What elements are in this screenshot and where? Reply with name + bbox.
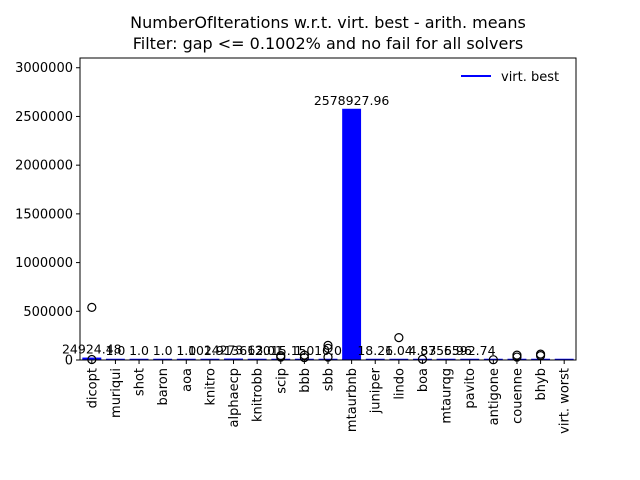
x-tick-label: baron [156,368,171,405]
bar-mtaurbnb [342,108,362,360]
x-tick-label: sbb [322,368,337,391]
x-tick-label: scip [274,368,289,394]
bar-value-label: 1.0 [294,343,314,358]
bar-value-label: 1.0 [176,343,196,358]
bar-value-label: 1.0 [129,343,149,358]
x-tick-label: alphaecp [227,368,242,427]
x-tick-label: virt. worst [558,368,573,434]
x-tick-label: lindo [392,368,407,400]
x-tick-label: knitro [203,368,218,406]
y-tick-label: 1000000 [15,256,73,271]
x-tick-label: pavito [463,368,478,409]
chart-title-line-2: Filter: gap <= 0.1002% and no fail for a… [133,34,523,53]
bar-value-label: 4.53 [409,343,437,358]
x-tick-label: shot [133,368,148,396]
outlier-point [87,302,97,312]
x-tick-label: knitrobb [251,368,266,422]
bar-value-label: 3612.01 [231,343,283,358]
x-tick-label: muriqui [109,368,124,418]
outlier-point [299,350,309,360]
chart-title-line-1: NumberOfIterations w.r.t. virt. best - a… [130,13,526,32]
bar-value-label: 1.0 [105,343,125,358]
x-tick-label: juniper [369,367,384,414]
x-tick-label: bbb [298,368,313,393]
bar-value-label: 2015.15 [255,343,307,358]
x-tick-label: boa [416,368,431,392]
bar-value-label: 10.0 [314,343,342,358]
outlier-point [323,343,333,353]
x-tick-label: mtaurqg [440,368,455,424]
bar-value-label: 102.91 [188,343,232,358]
outlier-point [323,340,333,350]
y-tick-label: 1500000 [15,207,73,222]
y-tick-label: 500000 [23,305,73,320]
bar-value-label: 14273.63 [204,343,264,358]
x-tick-label: bhyb [534,368,549,400]
legend: virt. best [461,70,559,85]
plot-area: 0 500000 1000000 1500000 2000000 2500000 30000… [15,61,574,434]
x-tick-label: dicopt [85,368,100,408]
bar-value-label: 6592.74 [444,343,496,358]
bar-value-label: 1.04 [385,343,413,358]
outlier-point [394,332,404,343]
y-tick-label: 2000000 [15,159,73,174]
bar-value-label: 8755.96 [420,343,472,358]
axes-frame [79,57,577,361]
bar-value-label: 24924.48 [62,342,122,357]
bar-value-label: 1.0 [153,343,173,358]
x-tick-label: aoa [180,368,195,392]
x-tick-label: couenne [510,368,525,424]
bar-value-label: 2578927.96 [314,93,390,108]
y-tick-label: 0 [65,354,73,369]
legend-label: virt. best [501,70,559,85]
y-tick-label: 2500000 [15,110,73,125]
bar-value-label: 18.26 [357,343,393,358]
y-tick-label: 3000000 [15,61,73,76]
x-tick-label: antigone [487,368,502,425]
x-tick-label: mtaurbnb [345,368,360,432]
